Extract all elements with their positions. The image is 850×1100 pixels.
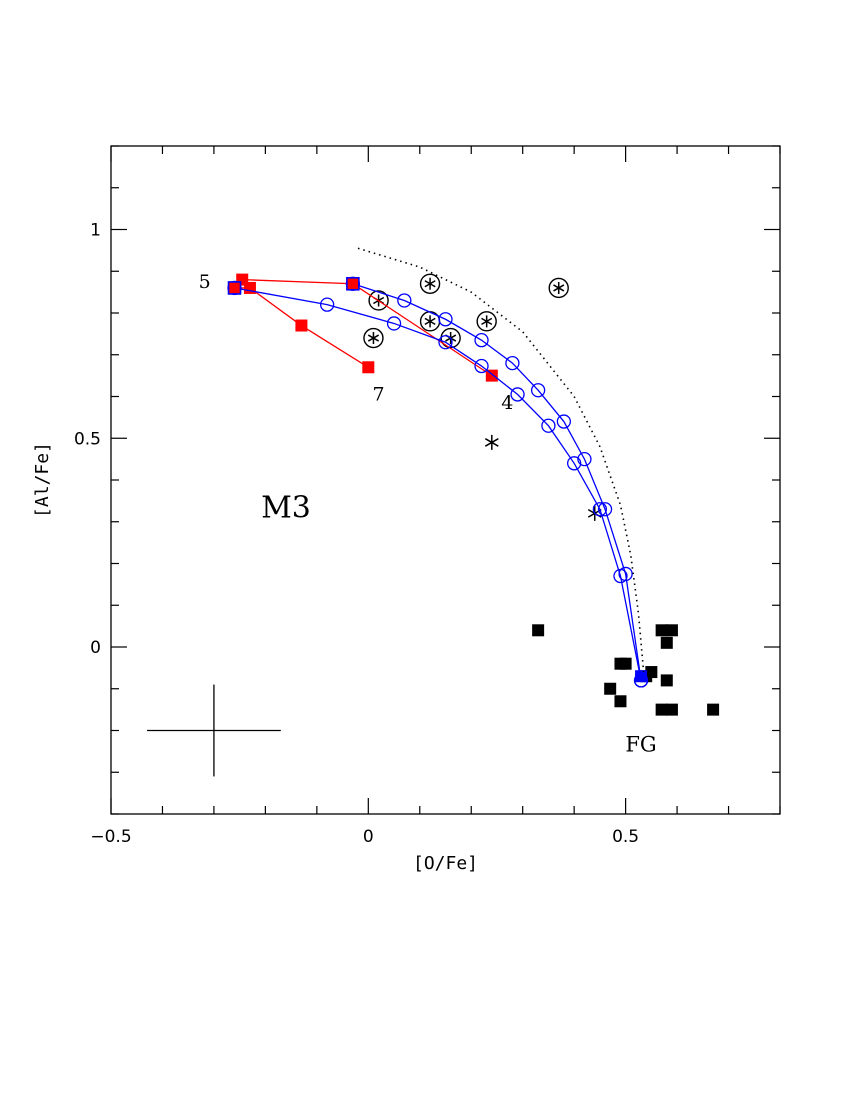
data-point-square [635, 670, 648, 683]
data-point-circle [597, 502, 613, 517]
x-tick-label: −0.5 [90, 827, 131, 847]
annotation-4: 4 [501, 392, 513, 414]
data-point-square [532, 624, 545, 637]
data-point-circle [397, 293, 412, 308]
annotation-7: 7 [373, 384, 385, 406]
y-tick-label: 1 [90, 221, 101, 241]
data-point-square [295, 319, 308, 332]
data-point-circle [438, 312, 453, 327]
model-track-line [352, 283, 642, 681]
data-point-circle [319, 297, 335, 312]
model-track-line [234, 287, 369, 368]
data-point-circle [567, 456, 582, 471]
data-point-star [424, 277, 436, 290]
data-point-circle [474, 358, 489, 374]
data-point-star-circle [548, 277, 569, 299]
data-point-square [614, 695, 627, 708]
y-tick-label: 0 [90, 638, 101, 658]
data-point-circle [541, 418, 556, 433]
data-point-star [484, 434, 499, 450]
data-point-circle-outline [548, 277, 569, 299]
data-point-square [362, 361, 375, 374]
data-point-star [367, 332, 380, 345]
data-point-circle [386, 316, 402, 331]
data-point-square [485, 369, 498, 382]
data-point-square [655, 624, 668, 637]
data-point-circle [474, 332, 489, 348]
data-point-square [660, 674, 673, 687]
data-point-circle [530, 383, 546, 398]
data-point-circle [505, 355, 520, 371]
data-point-star-circle [476, 311, 497, 332]
model-track-line [234, 278, 493, 377]
data-point-square [665, 703, 678, 716]
x-axis-title: [O/Fe] [413, 853, 478, 874]
data-point-circle [556, 414, 572, 429]
data-point-circle-outline [368, 290, 389, 311]
data-point-circle-outline [363, 327, 384, 349]
data-point-circle [577, 451, 592, 467]
data-point-circle-outline [476, 311, 497, 332]
annotation-m3: M3 [261, 491, 311, 526]
data-point-square [660, 636, 673, 649]
data-point-square [227, 281, 242, 295]
annotation-fg: FG [625, 732, 656, 756]
data-point-square [707, 703, 720, 716]
x-tick-label: 0 [363, 827, 374, 847]
data-point-circle [510, 387, 525, 402]
data-point-square [604, 682, 617, 695]
x-tick-label: 0.5 [612, 827, 639, 847]
plot-frame [110, 145, 781, 815]
data-point-star [553, 281, 565, 294]
y-axis-title: [Al/Fe] [32, 442, 53, 518]
data-point-square [619, 657, 632, 670]
data-point-square [665, 624, 678, 637]
model-curve-dotted [357, 247, 645, 673]
data-point-star [481, 315, 493, 328]
model-track-line [234, 287, 642, 681]
data-point-square [655, 703, 668, 716]
data-point-circle [438, 335, 453, 350]
data-point-circle [618, 566, 633, 582]
data-point-star [424, 315, 436, 328]
data-point-circle [592, 502, 608, 517]
data-point-circle-outline [419, 273, 441, 294]
data-point-star-circle [363, 327, 384, 349]
y-tick-label: 0.5 [74, 429, 101, 449]
data-point-star-circle [419, 273, 441, 294]
annotation-5: 5 [199, 271, 211, 293]
data-point-square [346, 276, 360, 291]
